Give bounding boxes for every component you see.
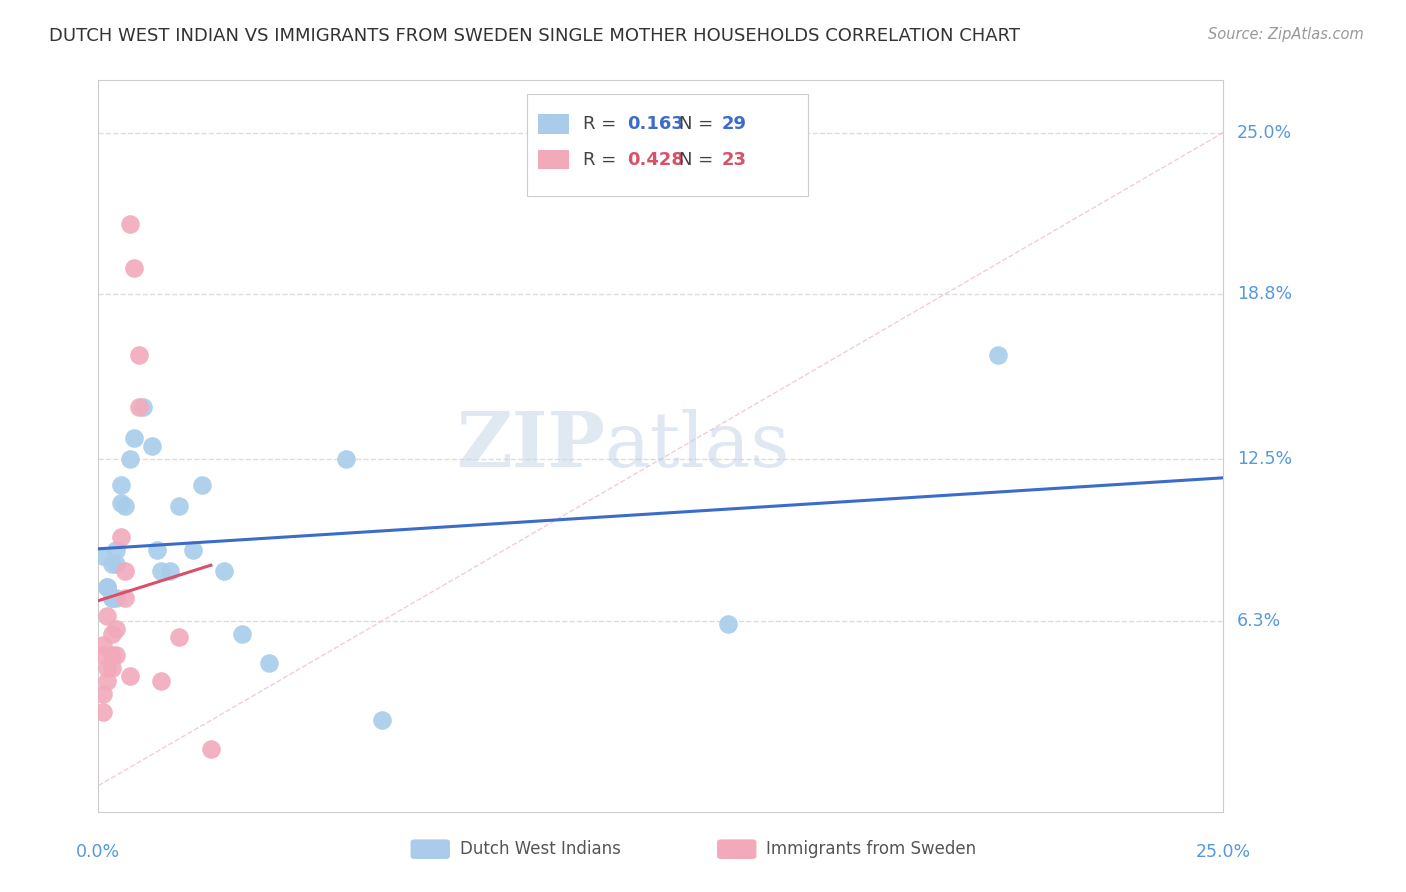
Point <box>105 591 128 605</box>
Point <box>110 530 132 544</box>
Text: 25.0%: 25.0% <box>1237 123 1292 142</box>
Point <box>169 499 191 513</box>
Text: ZIP: ZIP <box>456 409 605 483</box>
Text: 23: 23 <box>721 151 747 169</box>
Point <box>141 439 163 453</box>
Point <box>101 591 124 605</box>
Text: 0.163: 0.163 <box>627 115 683 133</box>
Point <box>191 478 214 492</box>
Point <box>91 549 114 563</box>
Point <box>101 661 124 675</box>
Point <box>105 543 128 558</box>
Point <box>105 648 128 662</box>
Point <box>132 400 155 414</box>
Point <box>101 648 124 662</box>
Text: 6.3%: 6.3% <box>1237 612 1281 630</box>
Text: Source: ZipAtlas.com: Source: ZipAtlas.com <box>1208 27 1364 42</box>
Text: 0.0%: 0.0% <box>76 843 121 861</box>
Text: atlas: atlas <box>605 409 790 483</box>
Point <box>150 565 173 579</box>
Point <box>96 580 118 594</box>
Text: 25.0%: 25.0% <box>1195 843 1251 861</box>
Point <box>96 580 118 594</box>
Point <box>150 674 173 689</box>
Point <box>114 565 136 579</box>
Point <box>96 608 118 623</box>
Point <box>335 452 357 467</box>
Point <box>200 742 222 756</box>
Point <box>96 661 118 675</box>
Text: Immigrants from Sweden: Immigrants from Sweden <box>766 840 976 858</box>
Point <box>181 543 204 558</box>
Point <box>717 616 740 631</box>
Point <box>101 627 124 641</box>
Text: R =: R = <box>583 115 623 133</box>
Point <box>91 638 114 652</box>
Point <box>159 565 181 579</box>
Point <box>91 687 114 701</box>
Point <box>91 706 114 720</box>
Point <box>214 565 236 579</box>
Text: 29: 29 <box>721 115 747 133</box>
Point <box>124 431 146 445</box>
Point <box>128 400 150 414</box>
Text: R =: R = <box>583 151 623 169</box>
Point <box>118 452 141 467</box>
Point <box>259 656 281 670</box>
Point <box>101 557 124 571</box>
Point <box>114 591 136 605</box>
Point <box>110 496 132 510</box>
Point <box>371 714 394 728</box>
Point <box>101 591 124 605</box>
Text: Dutch West Indians: Dutch West Indians <box>460 840 620 858</box>
Point <box>987 348 1010 362</box>
Point <box>91 648 114 662</box>
Point <box>105 557 128 571</box>
Point <box>169 630 191 644</box>
Point <box>128 348 150 362</box>
Point <box>105 622 128 636</box>
Point <box>114 499 136 513</box>
Text: 0.428: 0.428 <box>627 151 685 169</box>
Point <box>110 478 132 492</box>
Point <box>118 669 141 683</box>
Text: N =: N = <box>679 151 718 169</box>
Text: N =: N = <box>679 115 718 133</box>
Point <box>231 627 253 641</box>
Point <box>96 674 118 689</box>
Text: 12.5%: 12.5% <box>1237 450 1292 468</box>
Point <box>118 217 141 231</box>
Text: 18.8%: 18.8% <box>1237 285 1292 303</box>
Text: DUTCH WEST INDIAN VS IMMIGRANTS FROM SWEDEN SINGLE MOTHER HOUSEHOLDS CORRELATION: DUTCH WEST INDIAN VS IMMIGRANTS FROM SWE… <box>49 27 1021 45</box>
Point <box>124 261 146 276</box>
Point <box>146 543 169 558</box>
